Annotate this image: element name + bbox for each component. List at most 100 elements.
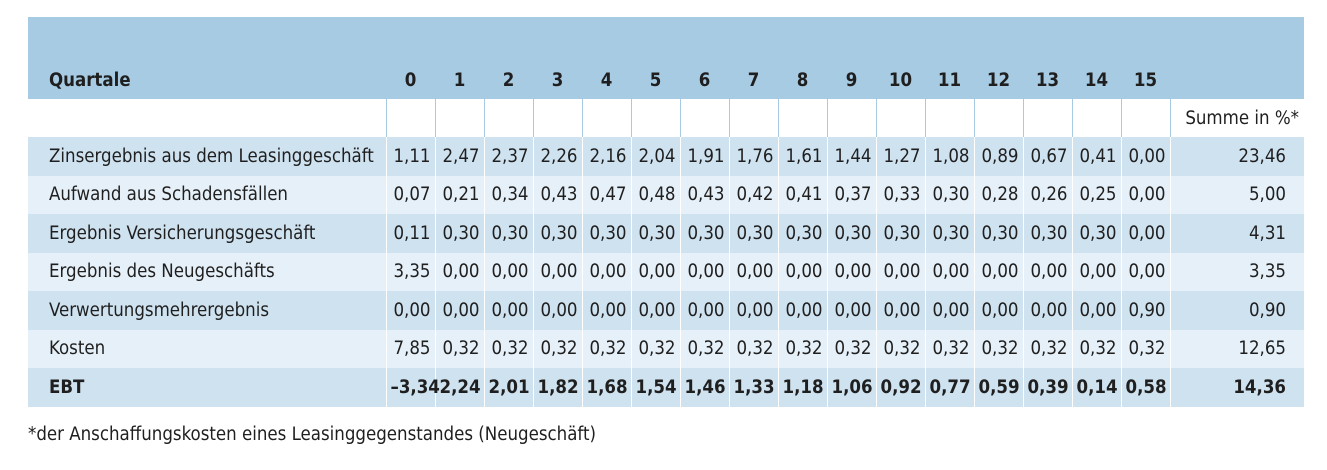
table-row: EBT –3,34 2,24 2,01 1,82 1,68 1,54 1,46 1,33 1,18… [28,368,1304,407]
row-sum: 0,90 [1169,291,1304,330]
row-label: Ergebnis des Neugeschäfts [28,252,386,291]
table-cell: 0,00 [924,252,974,291]
table-cell: 0,00 [875,291,925,330]
table-cell: 1,27 [875,137,925,176]
table-cell: 0,00 [924,291,974,330]
quarter-header: 7 [729,17,778,99]
table-cell: 0,32 [875,329,925,368]
table-cell: 0,26 [1022,175,1072,214]
table-cell: 0,30 [532,214,582,253]
table-cell: 0,32 [1120,329,1170,368]
sum-header-spacer [1170,17,1304,99]
table-cell: 0,30 [728,214,778,253]
table-cell: 1,68 [581,368,631,407]
sum-row-cell [1121,99,1171,137]
sum-row-cell [876,99,926,137]
table-cell: 0,58 [1120,368,1170,407]
table-cell: 0,07 [385,175,435,214]
table-cell: 0,32 [434,329,484,368]
table-cell: 0,32 [483,329,533,368]
table-cell: 0,00 [1022,291,1072,330]
row-label: Ergebnis Versicherungsgeschäft [28,214,386,253]
table-cell: 0,30 [875,214,925,253]
table-cell: 0,00 [385,291,435,330]
table-cell: 0,32 [532,329,582,368]
table-cell: 0,30 [777,214,827,253]
table-cell: 0,42 [728,175,778,214]
table-cell: 0,00 [826,291,876,330]
table-cell: 0,00 [581,291,631,330]
table-cell: 0,00 [1120,214,1170,253]
row-label: Zinsergebnis aus dem Leasinggeschäft [28,137,386,176]
table-cell: 0,00 [1120,252,1170,291]
row-label: Aufwand aus Schadensfällen [28,175,386,214]
table-cell: 0,00 [630,291,680,330]
table-cell: 0,41 [777,175,827,214]
table-cell: 1,44 [826,137,876,176]
sum-row-cell [1072,99,1122,137]
sum-row-cell [631,99,681,137]
table-cell: 0,00 [1120,175,1170,214]
table-cell: 1,18 [777,368,827,407]
table-cell: 0,30 [483,214,533,253]
row-sum: 4,31 [1169,214,1304,253]
table-cell: 0,14 [1071,368,1121,407]
table-cell: 2,47 [434,137,484,176]
row-sum: 3,35 [1169,252,1304,291]
quarter-header: 15 [1121,17,1170,99]
table-cell: 0,28 [973,175,1023,214]
table-cell: 0,11 [385,214,435,253]
leasing-results-table: Quartale 0 1 2 3 4 5 6 7 8 9 10 11 12 13 14 15 Summe in %… [28,17,1304,407]
quarter-header: 2 [484,17,533,99]
row-label: Verwertungsmehrergebnis [28,291,386,330]
table-cell: 0,00 [826,252,876,291]
table-cell: 0,00 [1071,291,1121,330]
table-cell: 0,32 [679,329,729,368]
table-cell: 0,00 [728,252,778,291]
table-cell: 0,30 [1022,214,1072,253]
sum-row-cell [582,99,632,137]
table-cell: 0,00 [777,252,827,291]
table-cell: 1,76 [728,137,778,176]
table-cell: 0,67 [1022,137,1072,176]
sum-row-spacer [28,99,387,137]
table-row: Kosten 7,85 0,32 0,32 0,32 0,32 0,32 0,32 0,32 0,… [28,329,1304,368]
table-cell: 0,43 [532,175,582,214]
table-cell: 0,00 [973,291,1023,330]
table-cell: 0,30 [581,214,631,253]
row-sum: 23,46 [1169,137,1304,176]
table-cell: 2,16 [581,137,631,176]
table-cell: 2,26 [532,137,582,176]
row-sum: 12,65 [1169,329,1304,368]
table-cell: 2,01 [483,368,533,407]
table-cell: 0,00 [483,252,533,291]
quarter-header: 6 [680,17,729,99]
sum-row-cell [729,99,779,137]
table-cell: 0,43 [679,175,729,214]
table-row: Zinsergebnis aus dem Leasinggeschäft 1,11… [28,137,1304,176]
quarter-header: 3 [533,17,582,99]
sum-row-cell [778,99,828,137]
sum-row-cell [484,99,534,137]
table-cell: 0,00 [973,252,1023,291]
sum-row-cell [680,99,730,137]
table-cell: 0,30 [630,214,680,253]
table-cell: 3,35 [385,252,435,291]
header-label: Quartale [28,17,386,99]
table-cell: 0,32 [973,329,1023,368]
quarter-header: 13 [1023,17,1072,99]
row-sum: 5,00 [1169,175,1304,214]
table-cell: 0,00 [581,252,631,291]
table-cell: 0,32 [630,329,680,368]
table-cell: 0,32 [826,329,876,368]
table-cell: 1,54 [630,368,680,407]
table-cell: 0,00 [1071,252,1121,291]
row-sum: 14,36 [1169,368,1304,407]
table-cell: 1,08 [924,137,974,176]
quarter-header: 9 [827,17,876,99]
table-cell: 0,39 [1022,368,1072,407]
footnote: *der Anschaffungskosten eines Leasinggeg… [28,424,596,445]
table-cell: 0,34 [483,175,533,214]
table-cell: 0,32 [1071,329,1121,368]
sum-row-cell [827,99,877,137]
